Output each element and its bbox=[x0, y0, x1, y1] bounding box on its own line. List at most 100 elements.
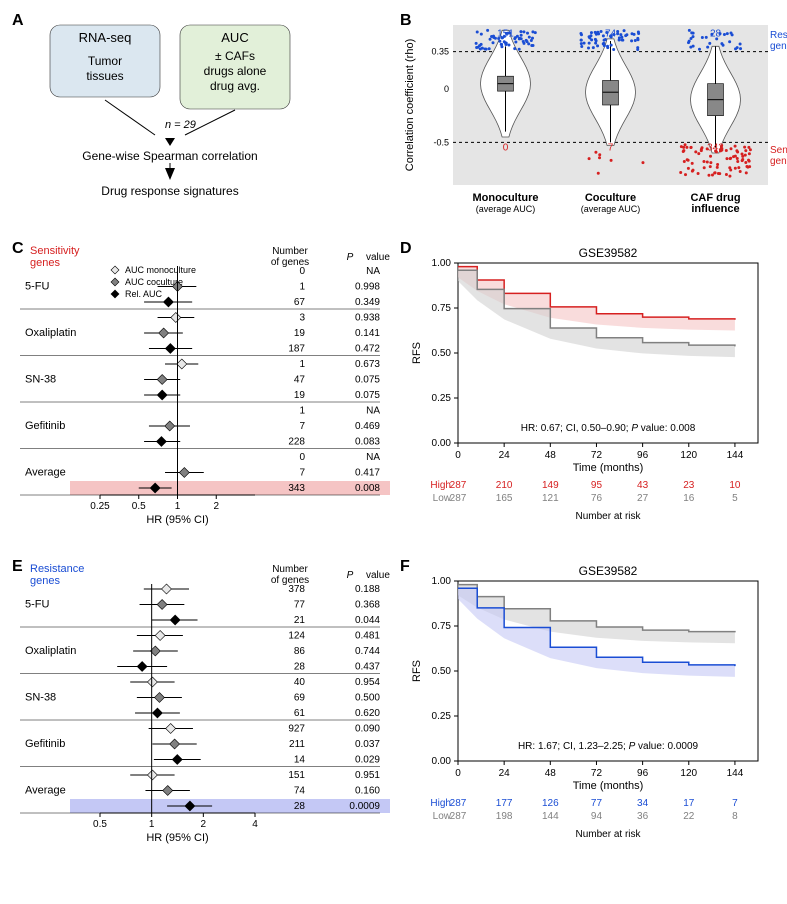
svg-text:0.160: 0.160 bbox=[355, 786, 380, 797]
svg-text:0.25: 0.25 bbox=[432, 711, 452, 722]
svg-text:(average AUC): (average AUC) bbox=[476, 204, 536, 214]
svg-text:86: 86 bbox=[294, 646, 306, 657]
svg-text:drug avg.: drug avg. bbox=[210, 79, 260, 93]
svg-text:287: 287 bbox=[450, 811, 467, 822]
svg-text:61: 61 bbox=[294, 708, 306, 719]
svg-text:0.188: 0.188 bbox=[355, 584, 380, 595]
svg-text:10: 10 bbox=[729, 480, 741, 491]
svg-text:47: 47 bbox=[294, 375, 306, 386]
panel-e: E ResistancegenesNumberof genesP value5-… bbox=[10, 556, 390, 866]
svg-text:22: 22 bbox=[683, 811, 695, 822]
svg-text:0.0009: 0.0009 bbox=[349, 801, 380, 812]
svg-text:0.5: 0.5 bbox=[132, 501, 146, 512]
panel-label-e: E bbox=[12, 558, 23, 576]
svg-text:0.437: 0.437 bbox=[355, 662, 380, 673]
svg-text:0.472: 0.472 bbox=[355, 344, 380, 355]
svg-text:0.75: 0.75 bbox=[432, 303, 452, 314]
svg-text:Sensitivity: Sensitivity bbox=[30, 245, 80, 257]
svg-text:Average: Average bbox=[25, 785, 66, 797]
svg-text:77: 77 bbox=[294, 600, 306, 611]
svg-text:genes: genes bbox=[30, 575, 60, 587]
svg-text:1: 1 bbox=[299, 282, 305, 293]
svg-text:927: 927 bbox=[288, 724, 305, 735]
svg-text:77: 77 bbox=[591, 798, 603, 809]
svg-text:28: 28 bbox=[710, 28, 722, 39]
svg-text:0.998: 0.998 bbox=[355, 282, 380, 293]
svg-text:19: 19 bbox=[294, 328, 306, 339]
svg-text:drugs alone: drugs alone bbox=[204, 64, 267, 78]
svg-text:genes: genes bbox=[770, 41, 787, 52]
svg-text:120: 120 bbox=[680, 450, 697, 461]
svg-text:0.50: 0.50 bbox=[432, 666, 452, 677]
svg-text:0.25: 0.25 bbox=[90, 501, 110, 512]
svg-text:5-FU: 5-FU bbox=[25, 599, 50, 611]
svg-text:0.349: 0.349 bbox=[355, 297, 380, 308]
svg-text:1: 1 bbox=[175, 501, 181, 512]
svg-text:24: 24 bbox=[499, 450, 511, 461]
svg-text:0.673: 0.673 bbox=[355, 359, 380, 370]
panel-label-f: F bbox=[400, 558, 410, 576]
svg-text:0.25: 0.25 bbox=[432, 393, 452, 404]
svg-text:Drug response signatures: Drug response signatures bbox=[101, 184, 238, 198]
svg-text:0.35: 0.35 bbox=[431, 47, 449, 57]
panel-label-d: D bbox=[400, 240, 412, 258]
svg-text:HR: 0.67; CI, 0.50–0.90; P val: HR: 0.67; CI, 0.50–0.90; P value: 0.008 bbox=[521, 423, 696, 434]
svg-text:RFS: RFS bbox=[411, 342, 423, 364]
svg-text:Monoculture: Monoculture bbox=[473, 192, 539, 204]
svg-text:1.00: 1.00 bbox=[432, 258, 452, 269]
svg-text:Number at risk: Number at risk bbox=[575, 511, 641, 522]
svg-text:HR (95% CI): HR (95% CI) bbox=[146, 832, 208, 844]
svg-text:Rel. AUC: Rel. AUC bbox=[125, 289, 163, 299]
svg-text:343: 343 bbox=[707, 143, 724, 154]
svg-text:211: 211 bbox=[289, 739, 305, 750]
svg-text:378: 378 bbox=[288, 584, 305, 595]
svg-text:228: 228 bbox=[288, 437, 305, 448]
svg-text:0.951: 0.951 bbox=[355, 770, 380, 781]
svg-text:144: 144 bbox=[542, 811, 559, 822]
svg-text:influence: influence bbox=[691, 203, 739, 215]
svg-text:0.00: 0.00 bbox=[432, 756, 452, 767]
svg-text:16: 16 bbox=[683, 493, 695, 504]
svg-text:0.469: 0.469 bbox=[355, 421, 380, 432]
svg-text:151: 151 bbox=[497, 28, 514, 39]
svg-text:96: 96 bbox=[637, 450, 649, 461]
svg-text:165: 165 bbox=[496, 493, 513, 504]
svg-text:Time (months): Time (months) bbox=[573, 780, 644, 792]
svg-text:0: 0 bbox=[455, 450, 461, 461]
svg-text:AUC: AUC bbox=[221, 30, 248, 45]
svg-text:34: 34 bbox=[637, 798, 649, 809]
svg-text:1: 1 bbox=[149, 819, 155, 830]
svg-text:GSE39582: GSE39582 bbox=[579, 564, 638, 578]
svg-text:0.044: 0.044 bbox=[355, 615, 380, 626]
svg-text:0.008: 0.008 bbox=[355, 483, 380, 494]
svg-text:7: 7 bbox=[732, 798, 738, 809]
svg-text:1.00: 1.00 bbox=[432, 576, 452, 587]
svg-text:Oxaliplatin: Oxaliplatin bbox=[25, 327, 76, 339]
svg-text:144: 144 bbox=[727, 768, 744, 779]
svg-text:287: 287 bbox=[450, 480, 467, 491]
svg-text:0.075: 0.075 bbox=[355, 390, 380, 401]
svg-text:343: 343 bbox=[288, 483, 305, 494]
svg-text:287: 287 bbox=[450, 798, 467, 809]
svg-text:High: High bbox=[430, 480, 451, 491]
svg-text:151: 151 bbox=[288, 770, 305, 781]
svg-text:Number: Number bbox=[272, 246, 308, 257]
svg-text:198: 198 bbox=[496, 811, 513, 822]
svg-text:48: 48 bbox=[545, 450, 557, 461]
svg-text:0.029: 0.029 bbox=[355, 755, 380, 766]
svg-text:± CAFs: ± CAFs bbox=[215, 49, 255, 63]
svg-text:0.141: 0.141 bbox=[355, 328, 380, 339]
svg-text:0.50: 0.50 bbox=[432, 348, 452, 359]
svg-text:High: High bbox=[430, 798, 451, 809]
svg-text:Average: Average bbox=[25, 467, 66, 479]
svg-text:5: 5 bbox=[732, 493, 738, 504]
svg-text:RFS: RFS bbox=[411, 660, 423, 682]
svg-text:74: 74 bbox=[294, 786, 306, 797]
svg-text:GSE39582: GSE39582 bbox=[579, 246, 638, 260]
svg-text:0.75: 0.75 bbox=[432, 621, 452, 632]
svg-text:48: 48 bbox=[545, 768, 557, 779]
svg-text:NA: NA bbox=[366, 452, 380, 463]
svg-text:0.075: 0.075 bbox=[355, 375, 380, 386]
svg-text:96: 96 bbox=[637, 768, 649, 779]
svg-text:0.083: 0.083 bbox=[355, 437, 380, 448]
